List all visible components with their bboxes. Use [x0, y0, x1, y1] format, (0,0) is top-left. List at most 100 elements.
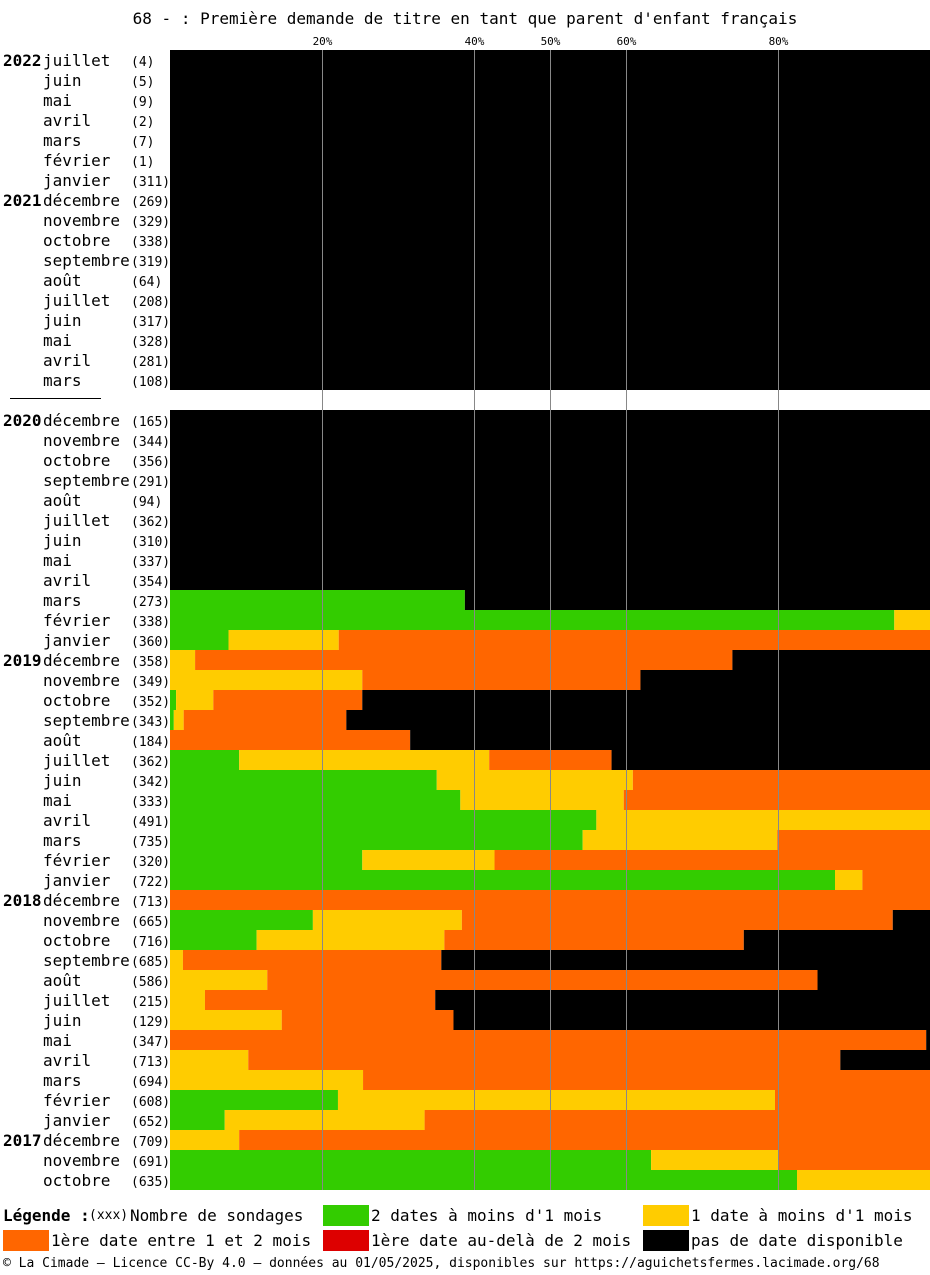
bar-segment-one-date [170, 950, 183, 970]
bar-segment-two-dates [170, 1110, 225, 1130]
chart-title: 68 - : Première demande de titre en tant… [132, 9, 798, 28]
row-count-label: (586) [131, 975, 170, 990]
bar-segment-one-date [582, 830, 778, 850]
row-count-label: (337) [131, 555, 170, 570]
row-month-label: août [43, 271, 82, 290]
row-month-label: juin [43, 531, 82, 550]
row-count-label: (343) [131, 715, 170, 730]
row-month-label: mai [43, 1031, 72, 1050]
bar-segment-first-1-2-months [182, 950, 442, 970]
bar-segment-two-dates [170, 910, 313, 930]
row-count-label: (635) [131, 1175, 170, 1190]
row-month-label: juillet [43, 51, 110, 70]
row-count-label: (333) [131, 795, 170, 810]
row-year-label: 2021 [3, 191, 42, 210]
chart-area: 2022 juillet (4)juin (5)mai (9)avril (2)mars(… [3, 35, 930, 1190]
row-count-label: (713) [131, 1055, 170, 1070]
bar-segment-first-1-2-months [444, 930, 744, 950]
legend-title: Légende : [3, 1206, 90, 1225]
legend-swatch-first-1-2-months [3, 1230, 49, 1251]
row-year-label: 2020 [3, 411, 42, 430]
row-month-label: février [43, 1091, 111, 1110]
bar-segment-one-date [835, 870, 863, 890]
row-count-label: (317) [131, 315, 170, 330]
legend-row-2: 1ère date entre 1 et 2 mois 1ère date au… [0, 1230, 930, 1252]
row-month-label: juillet [43, 511, 110, 530]
bar-segment-none [892, 910, 930, 930]
bar-segment-one-date [256, 930, 445, 950]
row-count-label: (9) [131, 95, 154, 110]
bar-segment-first-1-2-months [862, 870, 930, 890]
row-month-label: décembre [43, 891, 120, 910]
bar-segment-one-date [170, 1050, 249, 1070]
row-count-label: (273) [131, 595, 170, 610]
row-count-label: (665) [131, 915, 170, 930]
row-count-label: (356) [131, 455, 170, 470]
legend-count-marker: (xxx) [89, 1208, 129, 1223]
legend-label-first-1-2-months: 1ère date entre 1 et 2 mois [51, 1231, 312, 1250]
bar-segment-two-dates [170, 850, 363, 870]
bar-segment-first-1-2-months [363, 1070, 930, 1090]
x-tick-label: 60% [617, 35, 637, 48]
row-count-label: (694) [131, 1075, 170, 1090]
bar-segment-one-date [362, 850, 495, 870]
bar-segment-first-1-2-months [239, 1130, 930, 1150]
row-count-label: (652) [131, 1115, 170, 1130]
row-month-label: juillet [43, 291, 110, 310]
row-month-label: mars [43, 131, 82, 150]
bar-segment-none [926, 1030, 930, 1050]
bar-segment-one-date [170, 650, 196, 670]
bar-segment-one-date [596, 810, 930, 830]
bar-segment-first-1-2-months [623, 790, 930, 810]
row-count-label: (108) [131, 375, 170, 390]
row-count-label: (713) [131, 895, 170, 910]
row-year-label: 2018 [3, 891, 42, 910]
row-count-label: (735) [131, 835, 170, 850]
row-count-label: (281) [131, 355, 170, 370]
bar-segment-first-1-2-months [170, 1030, 927, 1050]
legend-label-one-date: 1 date à moins d'1 mois [691, 1206, 913, 1225]
row-count-label: (685) [131, 955, 170, 970]
row-count-label: (342) [131, 775, 170, 790]
row-count-label: (319) [131, 255, 170, 270]
row-month-label: septembre [43, 711, 130, 730]
legend-swatch-one-date [643, 1205, 689, 1226]
row-month-label: août [43, 971, 82, 990]
row-count-label: (320) [131, 855, 170, 870]
row-month-label: novembre [43, 1151, 120, 1170]
row-count-label: (5) [131, 75, 154, 90]
bar-segment-none [464, 590, 930, 610]
row-count-label: (329) [131, 215, 170, 230]
bar-segment-one-date [228, 630, 339, 650]
row-count-label: (352) [131, 695, 170, 710]
row-count-label: (269) [131, 195, 170, 210]
row-month-label: novembre [43, 911, 120, 930]
row-month-label: avril [43, 351, 91, 370]
row-count-label: (64) [131, 275, 162, 290]
bar-segment-one-date [170, 670, 363, 690]
row-month-label: février [43, 851, 111, 870]
row-month-label: avril [43, 811, 91, 830]
legend-swatch-none [643, 1230, 689, 1251]
legend-swatch-two-dates [323, 1205, 369, 1226]
bar-segment-first-1-2-months [213, 690, 363, 710]
row-count-label: (338) [131, 235, 170, 250]
row-count-label: (608) [131, 1095, 170, 1110]
bar-segment-two-dates [170, 790, 461, 810]
row-month-label: décembre [43, 411, 120, 430]
bar-segment-first-1-2-months [632, 770, 930, 790]
row-month-label: mars [43, 1071, 82, 1090]
row-count-label: (291) [131, 475, 170, 490]
row-month-label: août [43, 491, 82, 510]
bar-segment-one-date [170, 1010, 282, 1030]
bar-segment-two-dates [170, 1150, 652, 1170]
row-count-label: (94) [131, 495, 162, 510]
bar-segment-none [732, 650, 930, 670]
bar-segment-first-1-2-months [774, 1090, 930, 1110]
row-year-label: 2022 [3, 51, 42, 70]
bar-segment-none [840, 1050, 930, 1070]
row-month-label: juin [43, 311, 82, 330]
row-month-label: septembre [43, 251, 130, 270]
bar-segment-two-dates [170, 930, 257, 950]
row-count-label: (129) [131, 1015, 170, 1030]
